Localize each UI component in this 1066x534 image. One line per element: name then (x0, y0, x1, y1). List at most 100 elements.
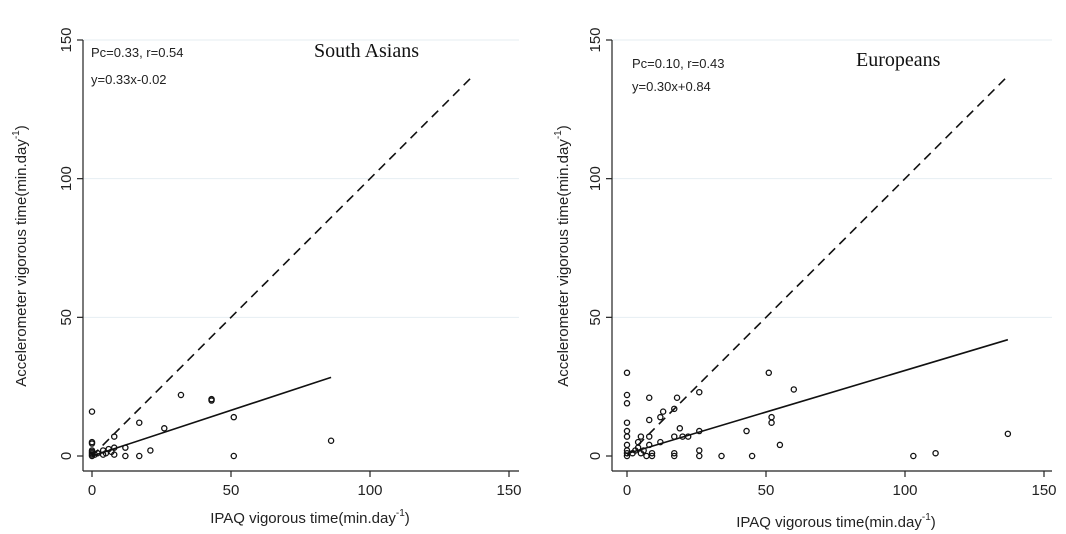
x-axis-title-sup: -1 (922, 512, 931, 523)
data-point (748, 452, 756, 460)
y-tick-label: 0 (58, 452, 75, 460)
regression-line (91, 376, 332, 457)
data-point (623, 419, 631, 426)
annotation-pc-r: Pc=0.10, r=0.43 (632, 56, 725, 71)
data-point (696, 452, 703, 460)
data-point (230, 452, 238, 460)
x-axis-title: IPAQ vigorous time(min.day-1) (210, 508, 410, 527)
data-point (743, 427, 750, 435)
data-point (88, 440, 96, 447)
data-point (910, 452, 917, 460)
scatter-points (88, 391, 335, 460)
data-point (147, 447, 154, 454)
data-point (776, 441, 784, 449)
data-point (696, 388, 703, 396)
data-point (718, 452, 725, 460)
scatter-points (623, 369, 1012, 460)
data-point (768, 419, 775, 426)
x-axis-title: IPAQ vigorous time(min.day-1) (736, 512, 936, 531)
data-point (623, 433, 631, 440)
x-tick-label: 100 (357, 482, 382, 499)
annotation-pc-r: Pc=0.33, r=0.54 (91, 45, 184, 60)
data-point (671, 405, 678, 413)
y-tick-label: 50 (587, 309, 604, 326)
x-axis-title-end: ) (405, 510, 410, 527)
data-point (88, 408, 96, 415)
data-point (696, 427, 703, 435)
y-tick-label: 150 (58, 27, 75, 52)
data-point (623, 391, 631, 399)
data-point (765, 369, 773, 377)
y-tick-label: 50 (58, 309, 75, 326)
data-point (645, 416, 653, 424)
data-point (645, 433, 653, 440)
data-point (659, 408, 667, 415)
data-point (136, 419, 143, 426)
data-point (671, 433, 678, 440)
y-tick-label: 100 (58, 166, 75, 191)
data-point (676, 425, 684, 432)
x-tick-label: 150 (1031, 482, 1056, 499)
data-point (671, 452, 678, 460)
x-axis-title-main: IPAQ vigorous time(min.day (210, 510, 396, 527)
chart-title: South Asians (314, 40, 419, 62)
annotation-equation: y=0.33x-0.02 (91, 72, 167, 87)
data-point (657, 413, 664, 421)
data-point (208, 397, 215, 404)
x-tick-label: 150 (496, 482, 521, 499)
x-axis-title-main: IPAQ vigorous time(min.day (736, 514, 922, 531)
y-axis-title-sup: -1 (553, 130, 564, 139)
axis-ticks: 0 50 100 150 0 50 100 150 (58, 27, 522, 499)
chart-panel-europeans: 0 50 100 150 0 50 100 150 Pc=0.10, r=0.43 y=0.3… (553, 8, 1057, 531)
chart-panel-south-asians: 0 50 100 150 0 50 100 150 Pc=0.33, r=0.54 y=0.3… (11, 8, 522, 527)
data-point (645, 394, 653, 402)
x-tick-label: 0 (623, 482, 631, 499)
x-tick-label: 100 (892, 482, 917, 499)
data-point (122, 452, 129, 460)
data-point (623, 400, 631, 407)
data-point (177, 391, 185, 399)
data-point (122, 444, 129, 451)
data-point (1004, 430, 1012, 438)
data-point (94, 449, 101, 457)
data-point (648, 449, 656, 457)
data-point (932, 449, 939, 457)
x-tick-label: 50 (758, 482, 775, 499)
data-point (634, 444, 642, 451)
axis-ticks: 0 50 100 150 0 50 100 150 (587, 27, 1057, 499)
y-axis-title: Accelerometer vigorous time(min.day-1) (11, 125, 30, 387)
gridlines (612, 39, 1052, 318)
data-point (110, 444, 118, 451)
data-point (623, 369, 631, 377)
y-tick-label: 100 (587, 166, 604, 191)
data-point (684, 433, 692, 440)
data-point (623, 452, 631, 460)
gridlines (83, 39, 519, 318)
data-point (645, 441, 653, 449)
data-point (136, 452, 143, 460)
x-axis-title-sup: -1 (396, 508, 405, 519)
data-point (640, 447, 647, 454)
annotation-equation: y=0.30x+0.84 (632, 79, 711, 94)
x-tick-label: 50 (223, 482, 240, 499)
data-point (790, 386, 798, 393)
data-point (673, 394, 681, 402)
data-point (110, 451, 118, 458)
data-point (671, 449, 678, 457)
y-axis-title-main: Accelerometer vigorous time(min.day (13, 139, 30, 387)
plot-area (83, 8, 519, 471)
y-axis-title-sup: -1 (11, 130, 22, 139)
data-point (657, 438, 664, 446)
y-axis-title: Accelerometer vigorous time(min.day-1) (553, 125, 572, 387)
chart-title: Europeans (856, 49, 941, 71)
y-axis-title-end: ) (555, 125, 572, 130)
data-point (648, 452, 656, 460)
data-point (110, 433, 118, 440)
x-axis-title-end: ) (931, 514, 936, 531)
data-point (327, 437, 335, 444)
data-point (637, 433, 645, 440)
data-point (161, 425, 168, 432)
data-point (230, 413, 238, 421)
y-axis-title-main: Accelerometer vigorous time(min.day (555, 139, 572, 387)
